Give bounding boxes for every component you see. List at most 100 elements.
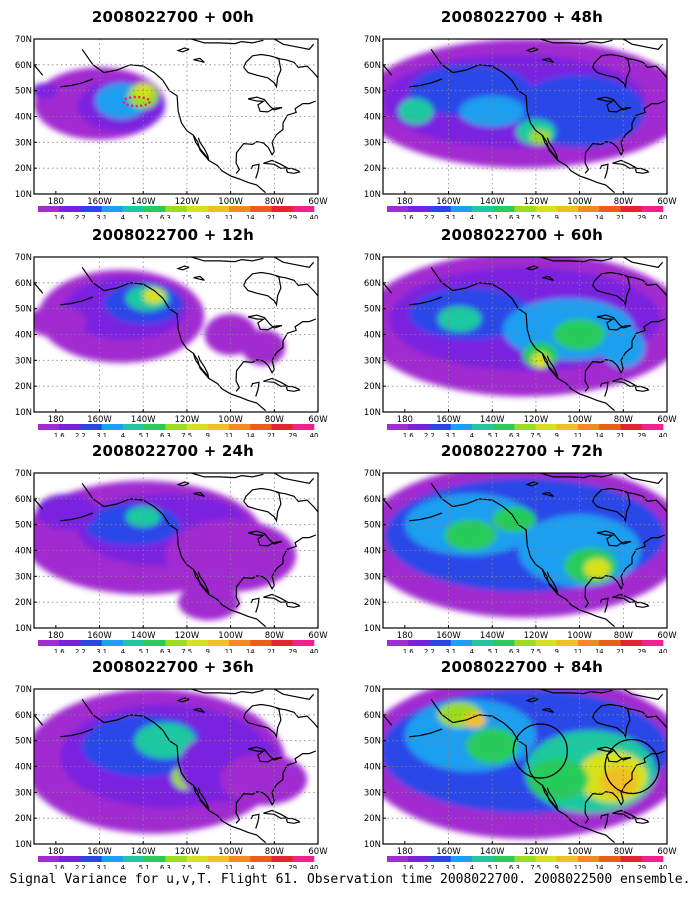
legend-swatch bbox=[556, 640, 579, 646]
legend-level-label: 14 bbox=[595, 214, 604, 219]
legend-level-label: 21 bbox=[267, 648, 276, 653]
legend-swatch bbox=[80, 206, 102, 212]
coastline bbox=[250, 597, 260, 613]
x-tick-label: 120W bbox=[524, 197, 549, 207]
legend-swatch bbox=[59, 424, 81, 430]
x-tick-label: 100W bbox=[567, 197, 592, 207]
legend-level-label: 1.6 bbox=[54, 648, 65, 653]
coastline bbox=[592, 271, 631, 307]
legend-swatch bbox=[387, 640, 409, 646]
y-tick-label: 40N bbox=[364, 547, 381, 557]
coastline bbox=[81, 266, 164, 299]
panel-72h: 2008022700 + 72h 10N 20N 30N 40N 50N 60N 70N 18… bbox=[357, 442, 687, 664]
coastline bbox=[430, 266, 513, 299]
coastline bbox=[34, 714, 44, 726]
legend-swatch bbox=[207, 424, 230, 430]
legend-swatch bbox=[450, 856, 473, 862]
coastline bbox=[511, 729, 615, 844]
coastline bbox=[193, 707, 205, 713]
legend-swatch bbox=[429, 206, 451, 212]
coastline bbox=[383, 282, 393, 294]
coastline bbox=[193, 491, 205, 497]
coastline bbox=[273, 39, 315, 50]
coastline bbox=[250, 163, 260, 179]
legend-level-label: 9 bbox=[555, 214, 559, 219]
y-tick-label: 20N bbox=[15, 814, 32, 824]
legend-swatch bbox=[186, 206, 209, 212]
legend-swatch bbox=[514, 424, 536, 430]
legend-level-label: 6.3 bbox=[160, 432, 171, 437]
legend-level-label: 1.6 bbox=[403, 432, 414, 437]
legend-swatch bbox=[408, 424, 430, 430]
legend-swatch bbox=[641, 424, 664, 430]
legend-swatch bbox=[578, 640, 600, 646]
coastline bbox=[409, 78, 443, 88]
legend-level-label: 29 bbox=[288, 432, 297, 437]
coastline bbox=[525, 481, 539, 487]
legend-level-label: 14 bbox=[595, 432, 604, 437]
legend-level-label: 40 bbox=[659, 214, 668, 219]
legend-level-label: 2.2 bbox=[424, 214, 435, 219]
legend-swatch bbox=[38, 206, 60, 212]
y-tick-label: 30N bbox=[15, 572, 32, 582]
coastline bbox=[235, 100, 317, 174]
x-tick-label: 160W bbox=[87, 197, 112, 207]
legend-swatch bbox=[535, 424, 558, 430]
y-tick-label: 50N bbox=[15, 521, 32, 531]
legend-level-label: 6.3 bbox=[509, 648, 520, 653]
legend-swatch bbox=[471, 206, 494, 212]
coastline bbox=[599, 597, 609, 613]
y-tick-label: 60N bbox=[15, 495, 32, 505]
legend-level-label: 6.3 bbox=[160, 648, 171, 653]
x-tick-label: 140W bbox=[131, 631, 156, 641]
y-tick-label: 10N bbox=[15, 624, 32, 634]
coastline bbox=[541, 569, 559, 595]
coastline bbox=[525, 265, 539, 271]
legend-swatch bbox=[471, 856, 494, 862]
coastline bbox=[540, 257, 613, 263]
x-tick-label: 120W bbox=[175, 197, 200, 207]
coastline bbox=[625, 57, 667, 79]
legend-swatch bbox=[59, 640, 81, 646]
legend-swatch bbox=[250, 856, 272, 862]
legend-swatch bbox=[450, 640, 473, 646]
legend-level-label: 3.1 bbox=[96, 214, 107, 219]
variance-contour bbox=[599, 766, 639, 798]
coastline bbox=[192, 135, 210, 161]
legend-level-label: 2.2 bbox=[75, 432, 86, 437]
coastline bbox=[596, 96, 632, 113]
panel-title: 2008022700 + 48h bbox=[440, 8, 604, 26]
y-tick-label: 60N bbox=[364, 495, 381, 505]
coastline bbox=[383, 714, 393, 726]
coastline bbox=[592, 487, 631, 523]
panel-title: 2008022700 + 60h bbox=[440, 226, 604, 244]
legend-swatch bbox=[578, 206, 600, 212]
coastline bbox=[383, 498, 393, 510]
variance-map: 10N 20N 30N 40N 50N 60N 70N 180 160W 140W 120W 100W… bbox=[15, 469, 328, 653]
legend-level-label: 5.1 bbox=[488, 864, 499, 869]
coastline bbox=[317, 304, 318, 308]
legend-level-label: 5.1 bbox=[139, 432, 150, 437]
coastline bbox=[612, 159, 638, 170]
legend-level-label: 9 bbox=[206, 648, 210, 653]
legend-swatch bbox=[101, 206, 124, 212]
x-tick-label: 180 bbox=[48, 631, 64, 641]
coastline bbox=[235, 750, 317, 824]
legend-level-label: 4 bbox=[470, 864, 474, 869]
legend-level-label: 4 bbox=[121, 648, 125, 653]
legend-level-label: 11 bbox=[225, 648, 234, 653]
y-tick-label: 20N bbox=[364, 382, 381, 392]
x-tick-label: 120W bbox=[524, 847, 549, 857]
coastline bbox=[34, 282, 44, 294]
x-tick-label: 120W bbox=[175, 415, 200, 425]
x-tick-label: 140W bbox=[480, 197, 505, 207]
variance-map: 10N 20N 30N 40N 50N 60N 70N 180 160W 140W 120W 100W… bbox=[15, 253, 328, 437]
y-tick-label: 70N bbox=[15, 685, 32, 695]
grid-lines bbox=[383, 39, 667, 194]
legend-swatch bbox=[535, 856, 558, 862]
x-tick-label: 60W bbox=[308, 415, 328, 425]
x-tick-label: 140W bbox=[480, 415, 505, 425]
legend-level-label: 2.2 bbox=[75, 648, 86, 653]
legend-swatch bbox=[641, 640, 664, 646]
legend-level-label: 4 bbox=[470, 214, 474, 219]
